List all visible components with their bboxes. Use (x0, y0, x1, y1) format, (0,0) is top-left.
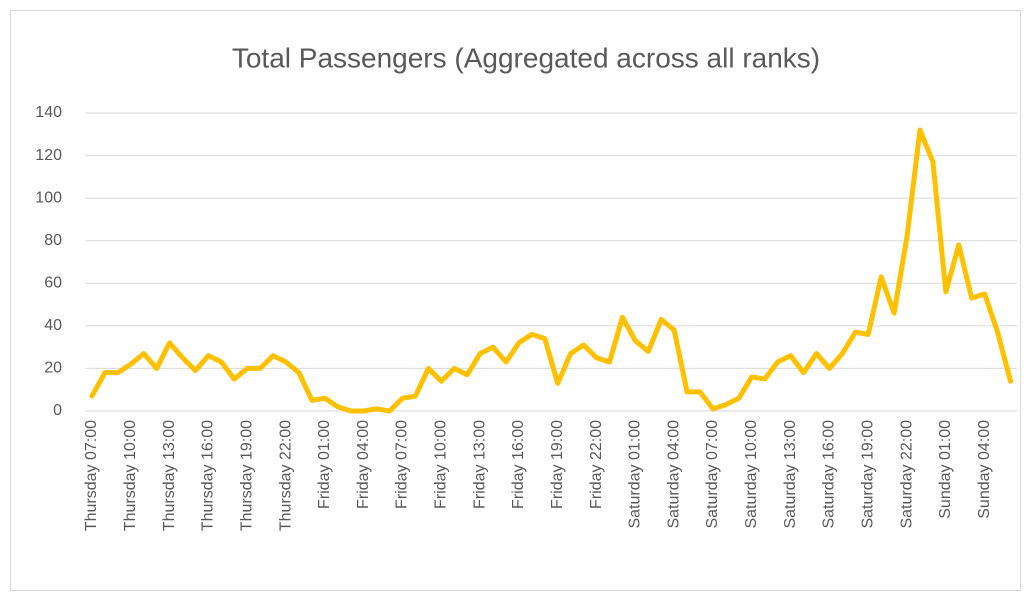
x-tick-label: Friday 04:00 (355, 420, 372, 509)
x-tick-label: Friday 22:00 (588, 420, 605, 509)
y-tick-label: 100 (35, 189, 62, 206)
x-tick-label: Sunday 04:00 (976, 420, 993, 519)
y-tick-label: 20 (44, 360, 62, 377)
y-tick-label: 80 (44, 232, 62, 249)
x-tick-label: Friday 07:00 (394, 420, 411, 509)
x-tick-label: Saturday 01:00 (627, 420, 644, 529)
line (89, 127, 1014, 414)
chart-border (10, 10, 1021, 591)
x-tick-label: Saturday 13:00 (782, 420, 799, 529)
x-tick-label: Saturday 07:00 (704, 420, 721, 529)
x-tick-label: Friday 19:00 (549, 420, 566, 509)
y-tick-label: 140 (35, 104, 62, 121)
x-tick-label: Saturday 16:00 (821, 420, 838, 529)
x-tick-label: Saturday 04:00 (665, 420, 682, 529)
x-tick-label: Thursday 13:00 (161, 420, 178, 531)
x-tick-label: Saturday 22:00 (898, 420, 915, 529)
x-tick-label: Thursday 19:00 (238, 420, 255, 531)
x-tick-label: Saturday 19:00 (859, 420, 876, 529)
x-tick-label: Friday 01:00 (316, 420, 333, 509)
x-tick-label: Sunday 01:00 (937, 420, 954, 519)
x-tick-label: Thursday 16:00 (200, 420, 217, 531)
chart-title: Total Passengers (Aggregated across all … (232, 42, 820, 73)
y-tick-label: 40 (44, 317, 62, 334)
y-tick-label: 0 (53, 402, 62, 419)
y-tick-label: 60 (44, 275, 62, 292)
x-tick-label: Friday 13:00 (471, 420, 488, 509)
x-tick-label: Thursday 10:00 (122, 420, 139, 531)
x-tick-label: Saturday 10:00 (743, 420, 760, 529)
x-tick-label: Thursday 07:00 (83, 420, 100, 531)
x-tick-label: Friday 16:00 (510, 420, 527, 509)
x-tick-label: Thursday 22:00 (277, 420, 294, 531)
x-tick-label: Friday 10:00 (433, 420, 450, 509)
y-tick-label: 120 (35, 147, 62, 164)
